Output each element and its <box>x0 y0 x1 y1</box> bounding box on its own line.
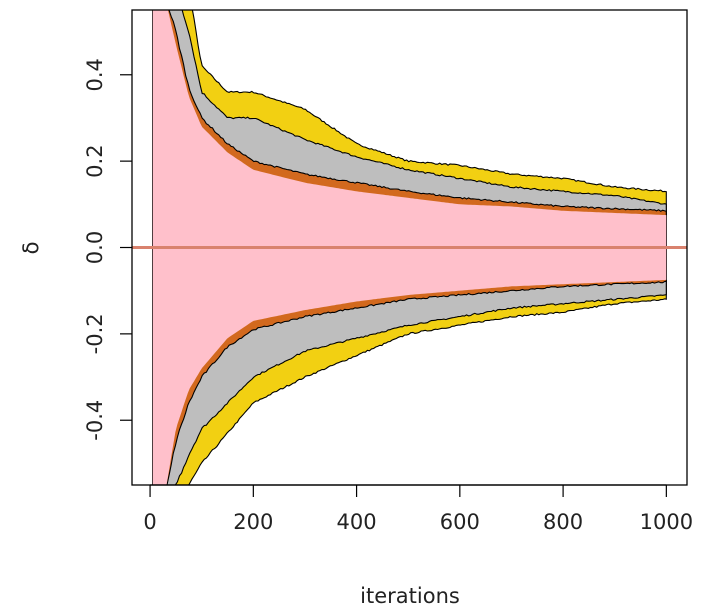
confidence-bands <box>152 10 667 485</box>
y-axis-label: δ <box>19 242 43 255</box>
y-tick-label: 0.0 <box>83 231 107 264</box>
y-axis: -0.4 -0.2 0.0 0.2 0.4 <box>83 58 132 441</box>
x-tick-label: 800 <box>543 510 583 534</box>
x-axis-label: iterations <box>360 584 460 608</box>
x-tick-label: 0 <box>143 510 156 534</box>
x-axis: 0 200 400 600 800 1000 <box>143 484 693 534</box>
y-tick-label: 0.2 <box>83 144 107 177</box>
x-tick-label: 600 <box>440 510 480 534</box>
y-tick-label: -0.4 <box>83 400 107 441</box>
y-tick-label: -0.2 <box>83 313 107 354</box>
y-tick-label: 0.4 <box>83 58 107 91</box>
x-tick-label: 1000 <box>640 510 693 534</box>
x-tick-label: 400 <box>337 510 377 534</box>
x-tick-label: 200 <box>233 510 273 534</box>
